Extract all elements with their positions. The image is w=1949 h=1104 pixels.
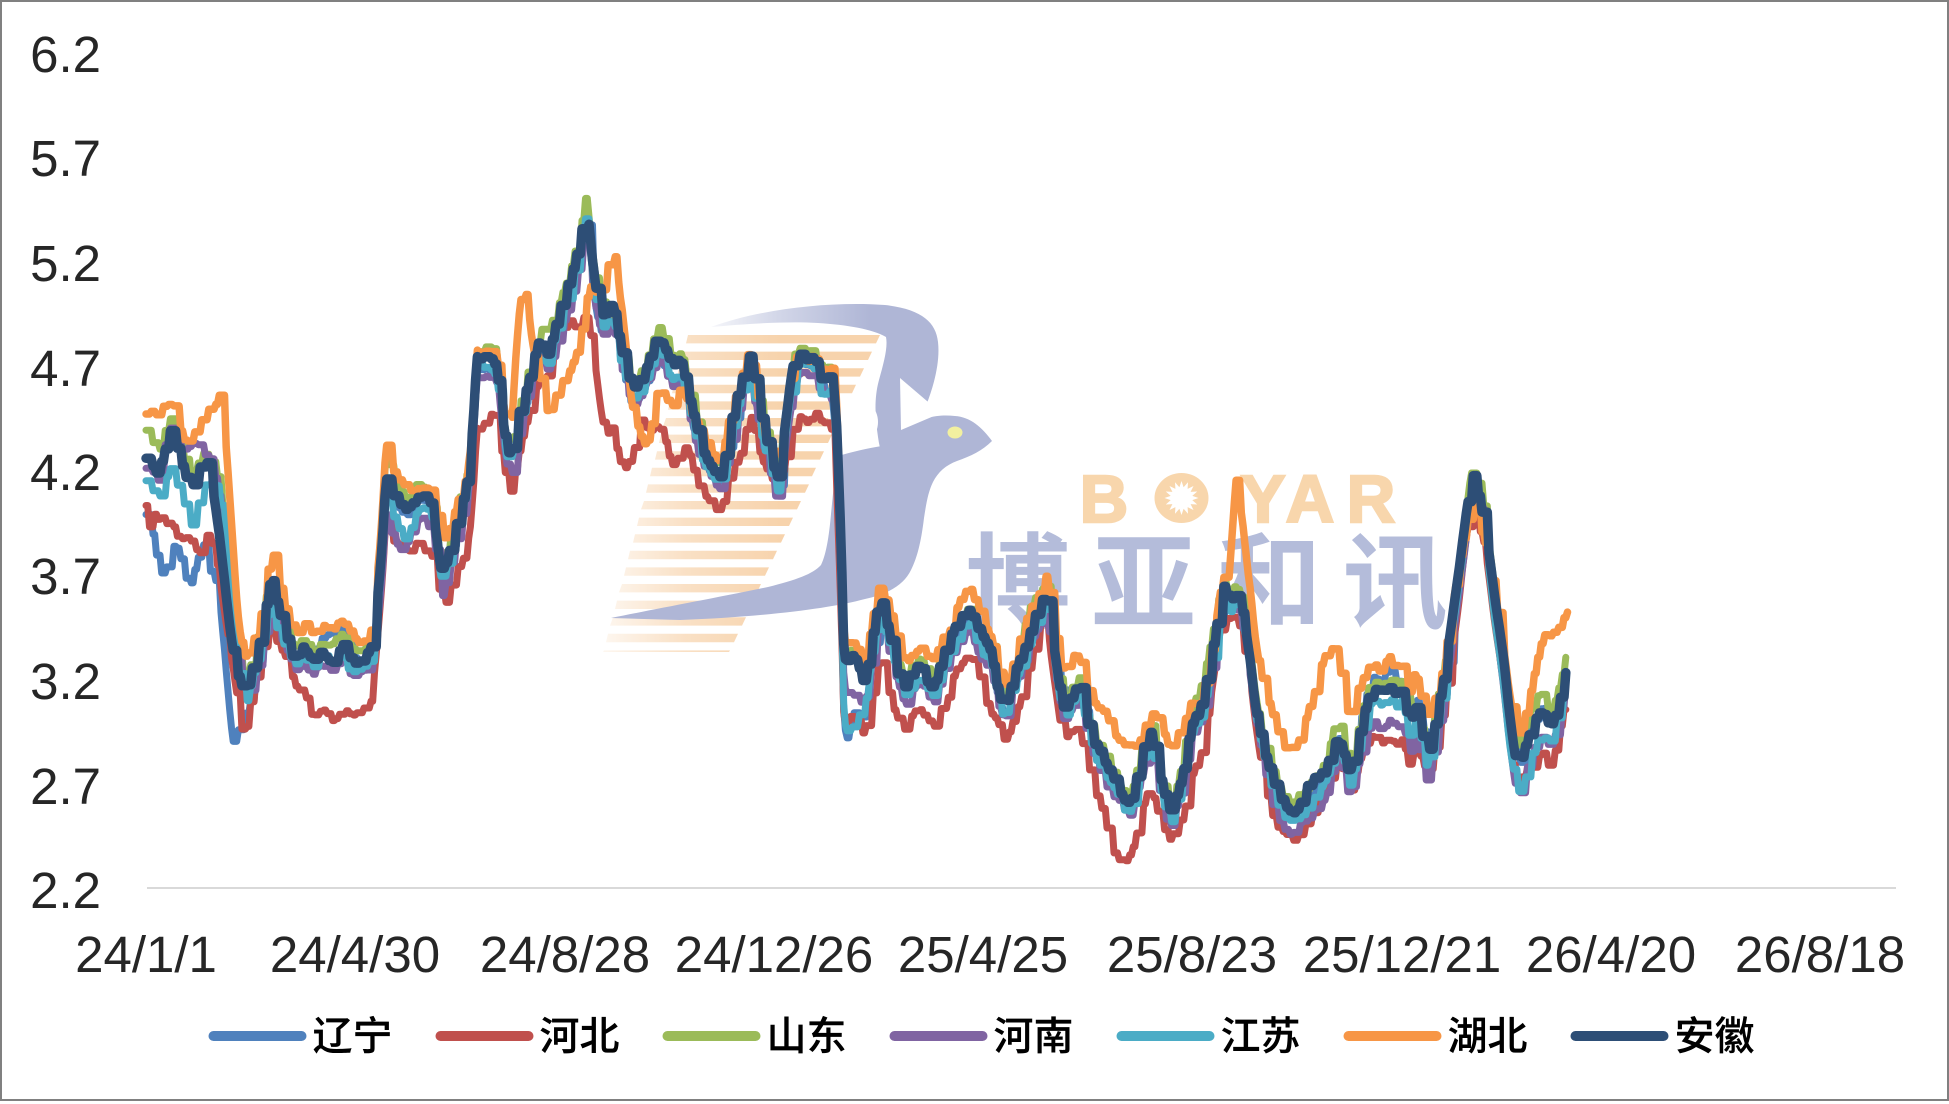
svg-text:2.7: 2.7 <box>30 758 101 815</box>
svg-text:A: A <box>1286 462 1334 537</box>
svg-text:25/12/21: 25/12/21 <box>1303 926 1502 983</box>
svg-text:4.7: 4.7 <box>30 340 101 397</box>
svg-text:24/4/30: 24/4/30 <box>270 926 440 983</box>
svg-text:3.7: 3.7 <box>30 548 101 605</box>
svg-text:5.7: 5.7 <box>30 130 101 187</box>
svg-text:24/8/28: 24/8/28 <box>480 926 650 983</box>
svg-text:2.2: 2.2 <box>30 862 101 919</box>
svg-text:3.2: 3.2 <box>30 653 101 710</box>
svg-text:4.2: 4.2 <box>30 444 101 501</box>
svg-text:25/4/25: 25/4/25 <box>898 926 1068 983</box>
svg-text:Y: Y <box>1241 462 1286 537</box>
svg-text:R: R <box>1347 462 1395 537</box>
svg-text:24/12/26: 24/12/26 <box>675 926 874 983</box>
svg-text:6.2: 6.2 <box>30 26 101 83</box>
svg-text:24/1/1: 24/1/1 <box>75 926 217 983</box>
svg-text:26/4/20: 26/4/20 <box>1526 926 1696 983</box>
svg-text:26/8/18: 26/8/18 <box>1735 926 1905 983</box>
svg-text:B: B <box>1080 462 1128 537</box>
svg-text:25/8/23: 25/8/23 <box>1107 926 1277 983</box>
svg-text:5.2: 5.2 <box>30 235 101 292</box>
